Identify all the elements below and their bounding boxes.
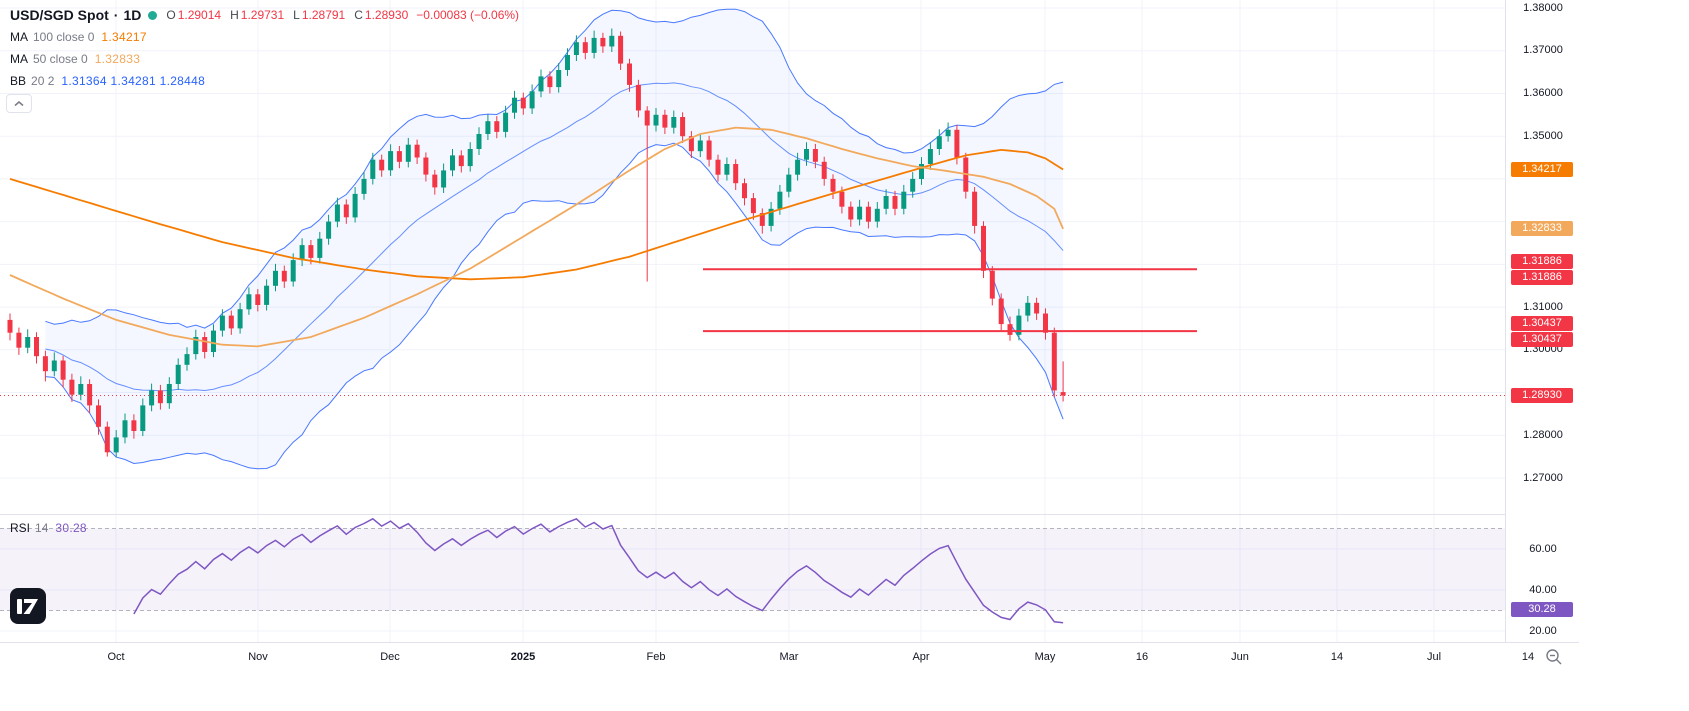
tradingview-logo-icon [10, 588, 46, 624]
symbol-row[interactable]: USD/SGD Spot · 1D O 1.29014 H 1.29731 L … [10, 4, 519, 26]
price-tick-label: 1.28000 [1523, 428, 1563, 441]
low-value: 1.28791 [301, 8, 346, 22]
price-tick-label: 1.36000 [1523, 87, 1563, 99]
interval-label: 1D [123, 7, 142, 23]
ray1-price-badge: 1.31886 [1511, 269, 1573, 285]
indicator-params: 100 close 0 [33, 30, 95, 44]
bollinger-lower-line[interactable] [45, 142, 1064, 470]
market-status-icon[interactable] [148, 10, 158, 20]
rsi-line[interactable] [133, 517, 1064, 624]
last-price-badge: 1.28930 [1511, 388, 1573, 403]
chevron-up-icon [14, 100, 24, 106]
price-tick-label: 1.38000 [1523, 1, 1563, 14]
ray2-price-badge: 1.30437 [1511, 315, 1573, 331]
indicator-name: RSI [10, 521, 31, 535]
time-tick-label: Jun [1231, 651, 1249, 663]
ray2-price-badge: 1.30437 [1511, 331, 1573, 347]
rsi-tick-label: 60.00 [1529, 542, 1557, 555]
high-label: H [230, 8, 239, 22]
price-tick-label: 1.31000 [1523, 300, 1563, 313]
close-label: C [354, 8, 363, 22]
bollinger-upper-line[interactable] [45, 8, 1064, 329]
low-label: L [293, 8, 300, 22]
time-tick-label: Apr [912, 651, 930, 663]
bb-values: 1.31364 1.34281 1.28448 [61, 74, 206, 88]
pane-separator[interactable] [0, 514, 1579, 515]
indicator-row-ma100[interactable]: MA 100 close 0 1.34217 [10, 26, 519, 48]
indicator-row-ma50[interactable]: MA 50 close 0 1.32833 [10, 48, 519, 70]
ray1-price-badge: 1.31886 [1511, 253, 1573, 269]
time-tick-label: 2025 [510, 651, 536, 663]
indicator-params: 50 close 0 [33, 52, 88, 66]
tradingview-logo[interactable] [10, 588, 46, 624]
open-label: O [166, 8, 176, 22]
time-tick-label: Mar [779, 651, 799, 663]
time-tick-label: May [1034, 651, 1056, 663]
bollinger-fill [45, 9, 1064, 469]
indicator-name: MA [10, 52, 28, 66]
price-chart-canvas[interactable] [0, 0, 1505, 642]
bollinger-basis-line[interactable] [45, 82, 1064, 392]
ma100-price-badge: 1.34217 [1511, 162, 1573, 178]
time-tick-label: Nov [248, 651, 268, 663]
chart-legend: USD/SGD Spot · 1D O 1.29014 H 1.29731 L … [10, 4, 519, 92]
time-tick-label: Feb [646, 651, 666, 663]
time-tick-label: Jul [1426, 651, 1442, 663]
rsi-value-badge: 30.28 [1511, 602, 1573, 618]
time-tick-label: 16 [1135, 651, 1149, 663]
high-value: 1.29731 [240, 8, 285, 22]
indicator-name: BB [10, 74, 27, 88]
ma50-value: 1.32833 [94, 52, 141, 66]
ma-100-line[interactable] [9, 148, 1064, 281]
grid-lines [0, 0, 1505, 642]
zoom-out-button[interactable] [1545, 648, 1563, 671]
time-tick-label: 14 [1330, 651, 1344, 663]
ma100-value: 1.34217 [101, 30, 147, 44]
candlestick-series[interactable] [7, 28, 1066, 458]
symbol-title: USD/SGD Spot [10, 7, 109, 23]
price-tick-label: 1.37000 [1523, 44, 1563, 57]
price-tick-label: 1.27000 [1523, 471, 1563, 484]
indicator-params: 20 2 [31, 74, 55, 88]
time-tick-label: 14 [1521, 651, 1535, 663]
rsi-limit-lines [0, 528, 1505, 611]
time-scale[interactable]: Oct Nov Dec 2025 Feb Mar Apr May 16 Jun 14 Jul 14 [0, 642, 1579, 675]
ma50-price-badge: 1.32833 [1511, 221, 1573, 237]
change-value: −0.00083 (−0.06%) [416, 8, 520, 22]
indicator-row-bb[interactable]: BB 20 2 1.31364 1.34281 1.28448 [10, 70, 519, 92]
magnifier-icon [1546, 649, 1562, 665]
time-tick-label: Dec [380, 651, 400, 663]
time-tick-label: Oct [107, 651, 125, 663]
open-value: 1.29014 [177, 8, 222, 22]
interval-separator: · [113, 7, 119, 23]
rsi-value: 30.28 [55, 521, 87, 535]
indicator-name: MA [10, 30, 28, 44]
indicator-params: 14 [35, 521, 49, 535]
collapse-legend-button[interactable] [6, 94, 32, 113]
price-tick-label: 1.35000 [1523, 129, 1563, 142]
price-scale[interactable]: 1.38000 1.37000 1.36000 1.35000 1.31000 1.300… [1505, 0, 1580, 642]
rsi-tick-label: 20.00 [1529, 624, 1557, 637]
rsi-tick-label: 40.00 [1529, 583, 1557, 596]
rsi-indicator-row[interactable]: RSI 14 30.28 [10, 517, 87, 539]
rsi-band [0, 528, 1505, 611]
ma-50-line[interactable] [9, 126, 1064, 348]
close-value: 1.28930 [364, 8, 409, 22]
